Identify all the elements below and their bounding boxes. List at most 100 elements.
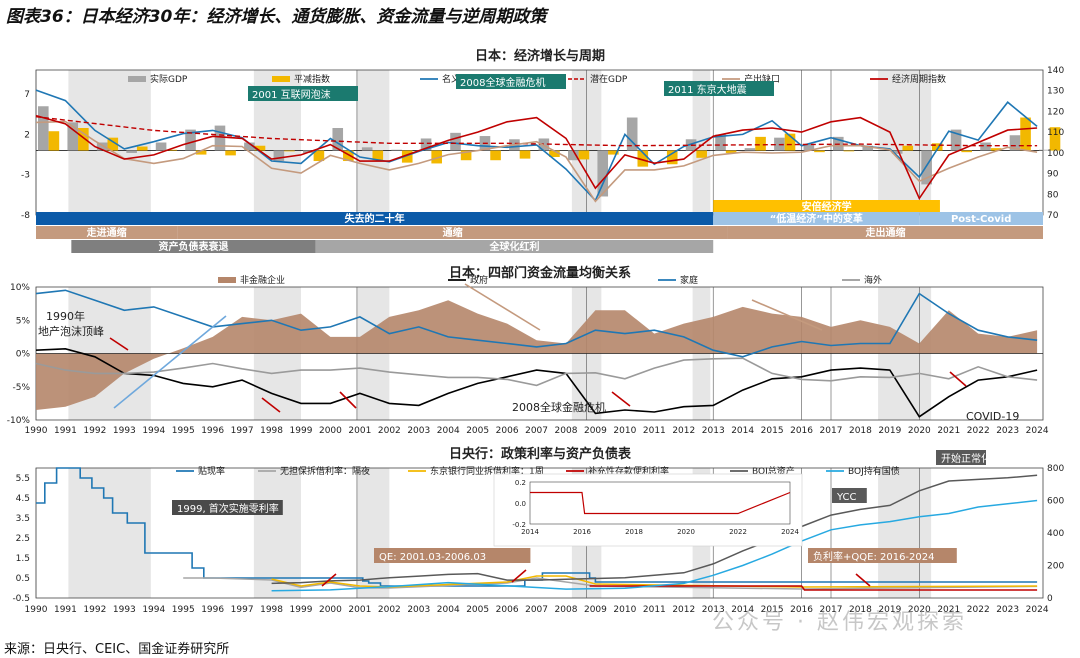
p1-bar-realgdp-2007 [538, 138, 550, 151]
p2-series-1 [35, 289, 1038, 358]
inset-frame [529, 481, 791, 525]
p3-annotation-bg-3 [808, 548, 957, 563]
year-tick-1-27: 2017 [820, 605, 843, 615]
period-bar-4 [36, 226, 178, 239]
recession-shade-2-1 [253, 468, 301, 598]
year-tick-0-28: 2018 [849, 426, 872, 436]
p3-series-4 [271, 474, 1038, 585]
p1-bar-realgdp-2013 [715, 134, 726, 151]
p1-bar-realgdp-2018 [862, 145, 874, 151]
year-tick-1-12: 2002 [378, 605, 401, 615]
p2-legend-0-swatch [218, 277, 236, 283]
p3-ytick-5: 0.5 [16, 574, 30, 584]
year-tick-1-14: 2004 [437, 605, 460, 615]
p1-bar-realgdp-1998 [273, 150, 285, 162]
p2-arrow-tan-0 [464, 283, 541, 331]
p3-series-5 [271, 499, 1038, 592]
period-bar-1 [713, 200, 940, 213]
p3-ytick-2: 3.5 [16, 514, 30, 524]
year-tick-0-33: 2023 [996, 426, 1019, 436]
period-bar-7 [71, 240, 316, 253]
p3-y2tick-3: 200 [1047, 562, 1064, 572]
period-label-1: 安倍经济学 [802, 200, 852, 213]
year-tick-1-17: 2007 [525, 605, 548, 615]
p3-y2tick-0: 800 [1047, 464, 1064, 474]
year-tick-1-6: 1996 [201, 605, 224, 615]
p2-ytick-2: 0% [16, 350, 31, 360]
panel-title-1: 日本：四部门资金流量均衡关系 [449, 265, 631, 281]
p3-legend-1: 无担保拆借利率：隔夜 [280, 465, 370, 477]
p2-arrow-4 [949, 371, 967, 387]
p1-bar-realgdp-2014 [744, 148, 756, 151]
year-tick-1-5: 1995 [172, 605, 195, 615]
p1-bar-realgdp-2003 [420, 138, 432, 151]
year-tick-0-16: 2006 [496, 426, 519, 436]
p1-bar-realgdp-2010 [626, 117, 638, 151]
year-tick-1-1: 1991 [54, 605, 77, 615]
p1-bar-deflator-2021 [961, 150, 972, 153]
p1-bar-realgdp-2023 [1009, 135, 1021, 151]
p3-arrow-0 [321, 573, 337, 587]
p3-annotation-4: 开始正常化 [941, 452, 991, 465]
p1-y2tick-3: 110 [1047, 128, 1064, 138]
p3-annotation-bg-2 [832, 488, 867, 503]
p1-bar-realgdp-2004 [450, 132, 461, 151]
recession-shade-2-5 [878, 468, 932, 598]
p2-legend-0: 非金融企业 [240, 274, 285, 286]
p1-bar-deflator-1992 [107, 137, 119, 151]
p1-bar-realgdp-1992 [96, 142, 108, 151]
recession-shade-0-5 [878, 70, 932, 215]
year-tick-0-34: 2024 [1026, 426, 1049, 436]
p1-bar-deflator-1997 [254, 145, 266, 151]
p1-bar-realgdp-1991 [67, 122, 79, 151]
p1-series-1 [35, 116, 1038, 147]
p3-ytick-4: 1.5 [16, 554, 30, 564]
p1-bar-deflator-2009 [608, 150, 619, 155]
p1-y2tick-2: 120 [1047, 107, 1064, 117]
p3-annotation-2: YCC [836, 492, 857, 503]
year-tick-1-8: 1998 [260, 605, 283, 615]
p1-bar-realgdp-1995 [185, 129, 196, 151]
period-bar-2 [713, 212, 920, 225]
period-bar-8 [315, 240, 714, 253]
p1-annotation-bg-1 [456, 74, 566, 89]
p3-ytick-3: 2.5 [16, 534, 30, 544]
p1-bar-realgdp-1997 [244, 142, 255, 151]
year-tick-0-4: 1994 [142, 426, 165, 436]
p1-legend-3: 潜在GDP [590, 73, 628, 85]
period-label-8: 全球化红利 [488, 240, 539, 253]
p2-legend-3: 海外 [864, 274, 882, 286]
p3-annotation-3: 负利率+QQE: 2016-2024 [813, 550, 935, 563]
p1-bar-realgdp-2016 [803, 144, 815, 151]
year-tick-1-24: 2014 [731, 605, 754, 615]
year-tick-0-14: 2004 [437, 426, 460, 436]
period-bar-3 [919, 212, 1043, 225]
year-tick-0-0: 1990 [25, 426, 48, 436]
p1-bar-realgdp-2009 [597, 150, 609, 197]
p1-bar-deflator-2001 [372, 150, 384, 161]
inset-ytick-0: 0.2 [515, 479, 526, 487]
p1-bar-deflator-2006 [519, 150, 531, 159]
p1-bar-deflator-2017 [843, 150, 855, 152]
year-tick-0-20: 2010 [613, 426, 636, 436]
year-tick-0-30: 2020 [908, 426, 931, 436]
year-tick-1-30: 2020 [908, 605, 931, 615]
year-tick-1-13: 2003 [407, 605, 430, 615]
p2-legend-2: 家庭 [680, 274, 698, 286]
p1-legend-1: 平减指数 [294, 73, 330, 85]
p1-annotation-bg-2 [664, 81, 774, 96]
p2-series-0 [35, 347, 1038, 418]
year-tick-0-7: 1997 [231, 426, 254, 436]
year-tick-0-27: 2017 [820, 426, 843, 436]
inset-xtick-2: 2018 [625, 528, 643, 536]
year-tick-0-17: 2007 [525, 426, 548, 436]
p1-series-2 [35, 120, 1038, 203]
period-bar-6 [727, 226, 1043, 239]
year-tick-0-32: 2022 [967, 426, 990, 436]
period-label-4: 走进通缩 [86, 226, 127, 239]
p2-ytick-4: -10% [7, 416, 31, 426]
year-tick-0-3: 1993 [113, 426, 136, 436]
year-tick-0-18: 2008 [555, 426, 578, 436]
recession-shade-0-4 [692, 70, 711, 215]
